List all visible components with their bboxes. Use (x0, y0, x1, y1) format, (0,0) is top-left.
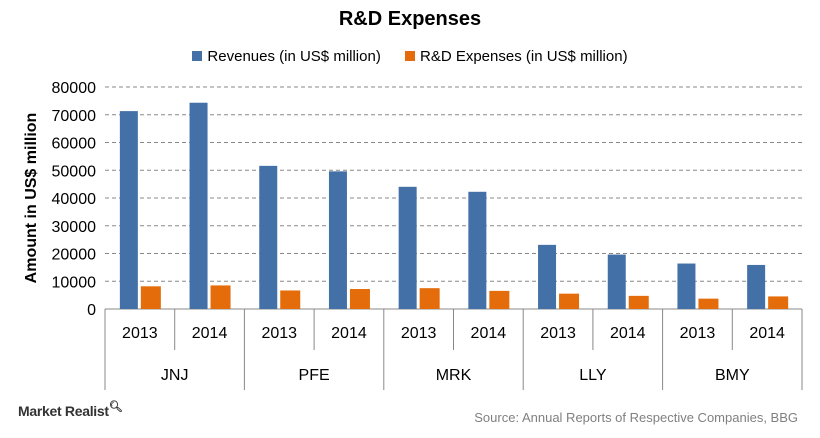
bar-revenues (328, 171, 347, 309)
x-group-label: PFE (299, 367, 330, 384)
bar-revenues (189, 102, 208, 309)
x-tick-label-year: 2014 (471, 325, 507, 342)
y-tick-label: 30000 (52, 219, 97, 236)
y-tick-label: 0 (87, 302, 96, 319)
y-tick-label: 40000 (52, 191, 97, 208)
y-tick-label: 20000 (52, 247, 97, 264)
x-tick-label-year: 2013 (540, 325, 576, 342)
bar-rd-expenses (280, 290, 301, 309)
x-tick-label-year: 2013 (680, 325, 716, 342)
bar-revenues (259, 165, 278, 309)
legend-label-revenues: Revenues (in US$ million) (207, 48, 381, 65)
legend-label-rd: R&D Expenses (in US$ million) (420, 48, 628, 65)
y-tick-label: 70000 (52, 108, 97, 125)
bar-revenues (538, 244, 557, 309)
bar-rd-expenses (768, 296, 789, 309)
x-tick-label-year: 2014 (331, 325, 367, 342)
legend-swatch-rd (405, 51, 415, 61)
x-tick-label-year: 2014 (610, 325, 646, 342)
y-tick-label: 10000 (52, 274, 97, 291)
bar-revenues (747, 264, 766, 309)
legend-item-revenues: Revenues (in US$ million) (192, 48, 381, 65)
y-tick-label: 60000 (52, 136, 97, 153)
x-group-label: MRK (436, 367, 472, 384)
brand-text: Market Realist (18, 403, 109, 419)
bar-rd-expenses (419, 288, 440, 309)
bar-revenues (398, 186, 417, 309)
source-note: Source: Annual Reports of Respective Com… (474, 410, 798, 425)
bar-rd-expenses (559, 293, 580, 309)
x-tick-label-year: 2013 (261, 325, 297, 342)
bar-rd-expenses (140, 286, 161, 309)
x-group-label: LLY (579, 367, 607, 384)
x-group-label: JNJ (161, 367, 189, 384)
legend-item-rd: R&D Expenses (in US$ million) (405, 48, 628, 65)
x-tick-label-year: 2014 (192, 325, 228, 342)
bar-rd-expenses (489, 290, 510, 309)
bar-revenues (677, 263, 696, 309)
legend: Revenues (in US$ million) R&D Expenses (… (0, 48, 820, 65)
legend-swatch-revenues (192, 51, 203, 61)
bar-rd-expenses (349, 289, 370, 309)
chart-title: R&D Expenses (338, 8, 482, 30)
magnifier-icon: 🔍︎ (108, 401, 123, 413)
y-tick-label: 50000 (52, 163, 97, 180)
bar-revenues (119, 111, 138, 310)
x-tick-label-year: 2013 (401, 325, 437, 342)
bar-revenues (468, 191, 487, 309)
x-group-label: BMY (715, 367, 750, 384)
x-tick-label-year: 2014 (749, 325, 785, 342)
bar-revenues (607, 254, 626, 309)
brand-logo: Market Realist🔍︎ (18, 400, 123, 419)
bar-rd-expenses (698, 298, 719, 309)
y-axis-label: Amount in US$ million (23, 113, 40, 284)
bar-rd-expenses (628, 295, 649, 309)
x-tick-label-year: 2013 (122, 325, 158, 342)
bar-rd-expenses (210, 285, 231, 309)
y-tick-label: 80000 (52, 80, 97, 97)
